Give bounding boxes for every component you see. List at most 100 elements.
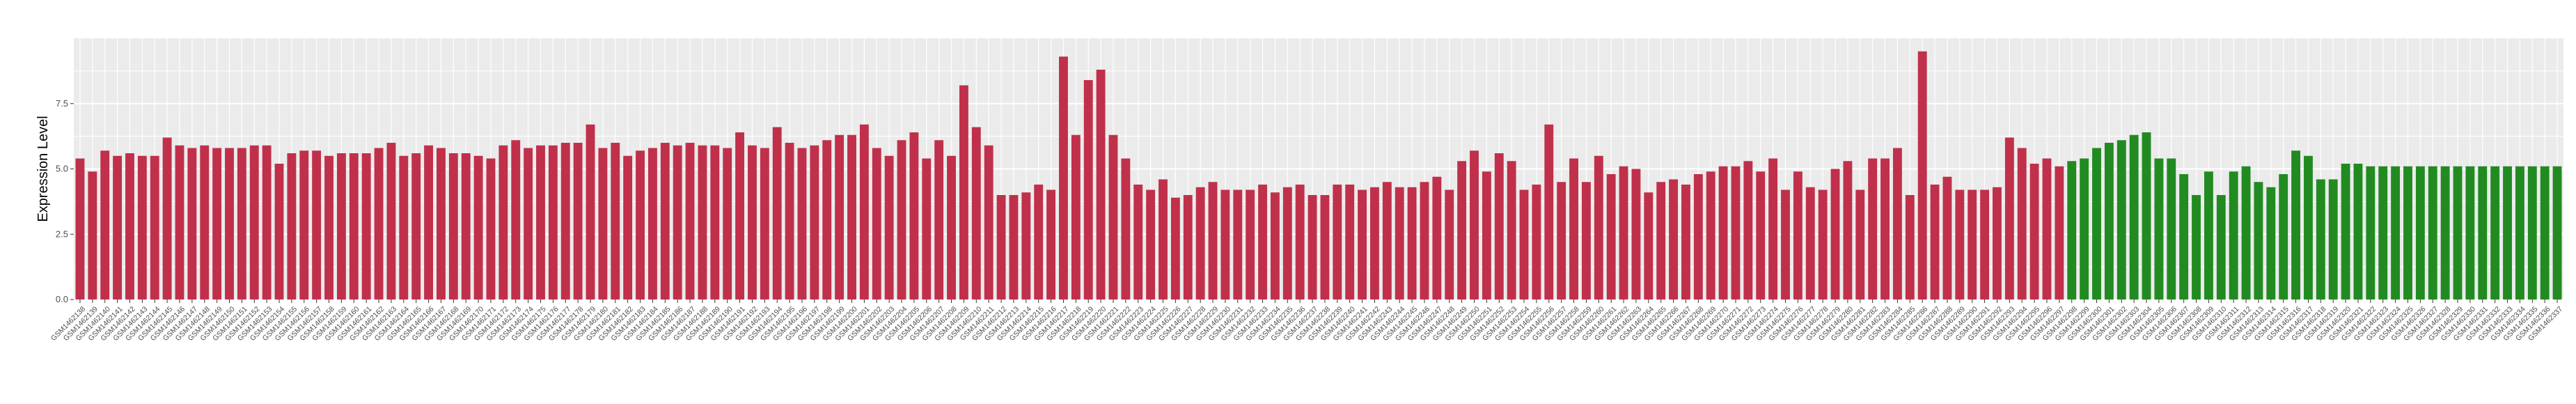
bar — [647, 148, 657, 300]
bar — [187, 148, 197, 300]
bar — [1482, 171, 1491, 300]
bar — [374, 148, 384, 300]
bar — [1681, 185, 1690, 300]
bar — [2266, 187, 2276, 300]
bar — [1457, 161, 1467, 300]
bar — [959, 85, 968, 300]
bar — [1993, 187, 2002, 300]
bar — [971, 127, 981, 300]
bar — [1880, 158, 1890, 300]
bar — [1631, 169, 1641, 300]
bar — [934, 140, 944, 300]
bar — [2254, 182, 2263, 300]
bar — [1507, 161, 1516, 300]
bar — [872, 148, 881, 300]
bar — [524, 148, 533, 300]
bar — [1307, 195, 1317, 300]
bar — [897, 140, 906, 300]
bar — [2154, 158, 2164, 300]
bar — [947, 155, 956, 300]
bar — [162, 137, 172, 300]
bar — [349, 153, 359, 300]
bar — [1557, 182, 1566, 300]
bar — [1756, 171, 1766, 300]
bar — [2017, 148, 2027, 300]
bar — [2515, 166, 2524, 300]
bar — [1059, 56, 1068, 300]
bar — [1159, 179, 1168, 300]
bar — [75, 158, 85, 300]
bar — [1494, 153, 1504, 300]
bar — [598, 148, 608, 300]
bar — [1980, 189, 1990, 300]
bar — [2229, 171, 2238, 300]
bar — [1544, 124, 1554, 300]
bar — [1195, 187, 1205, 300]
bar — [1270, 192, 1280, 300]
bar — [437, 148, 446, 300]
bar — [237, 148, 246, 300]
bar — [2341, 164, 2350, 300]
bar — [1170, 197, 1180, 300]
bar — [1569, 158, 1578, 300]
bar — [2080, 158, 2089, 300]
bar — [2378, 166, 2388, 300]
bar — [1183, 195, 1193, 300]
bar — [1868, 158, 1878, 300]
bar — [1083, 80, 1093, 300]
bar — [1905, 195, 1915, 300]
bar — [1519, 189, 1529, 300]
bar — [2552, 166, 2562, 300]
bar — [1718, 166, 1728, 300]
bar — [909, 132, 919, 300]
bar — [312, 150, 322, 300]
bar — [1731, 166, 1741, 300]
bar — [996, 195, 1006, 300]
bar — [586, 124, 595, 300]
y-tick-label: 7.5 — [56, 98, 68, 109]
bar — [611, 143, 620, 300]
bar — [137, 155, 147, 300]
bar — [573, 143, 583, 300]
bar — [1096, 70, 1106, 300]
bar — [1656, 182, 1666, 300]
bar — [175, 145, 184, 300]
bar — [1818, 189, 1828, 300]
bar — [548, 145, 558, 300]
bar — [847, 134, 856, 300]
bar — [2540, 166, 2550, 300]
bar — [2391, 166, 2401, 300]
bar — [2116, 140, 2126, 300]
bar — [1370, 187, 1379, 300]
bar — [685, 143, 695, 300]
bar — [723, 148, 732, 300]
bar — [1830, 169, 1840, 300]
bar — [113, 155, 123, 300]
bar — [1220, 189, 1230, 300]
bar — [2415, 166, 2425, 300]
bar — [2104, 143, 2114, 300]
bar — [1968, 189, 1977, 300]
bar — [1693, 174, 1703, 300]
bar — [2167, 158, 2176, 300]
bar — [660, 143, 670, 300]
bar — [1071, 134, 1081, 300]
bar — [2490, 166, 2500, 300]
bar — [1320, 195, 1330, 300]
bar — [984, 145, 994, 300]
bar — [88, 171, 97, 300]
bar — [1594, 155, 1603, 300]
bar — [2142, 132, 2151, 300]
bar — [1208, 182, 1218, 300]
bar — [835, 134, 845, 300]
bar — [486, 158, 496, 300]
y-axis-ticks: 0.0 2.5 5.0 7.5 — [56, 98, 74, 304]
bar — [2453, 166, 2463, 300]
bar — [748, 145, 757, 300]
bars — [75, 51, 2562, 300]
bar — [810, 145, 819, 300]
bar — [511, 140, 521, 300]
bar — [361, 153, 371, 300]
bar — [1034, 185, 1044, 300]
